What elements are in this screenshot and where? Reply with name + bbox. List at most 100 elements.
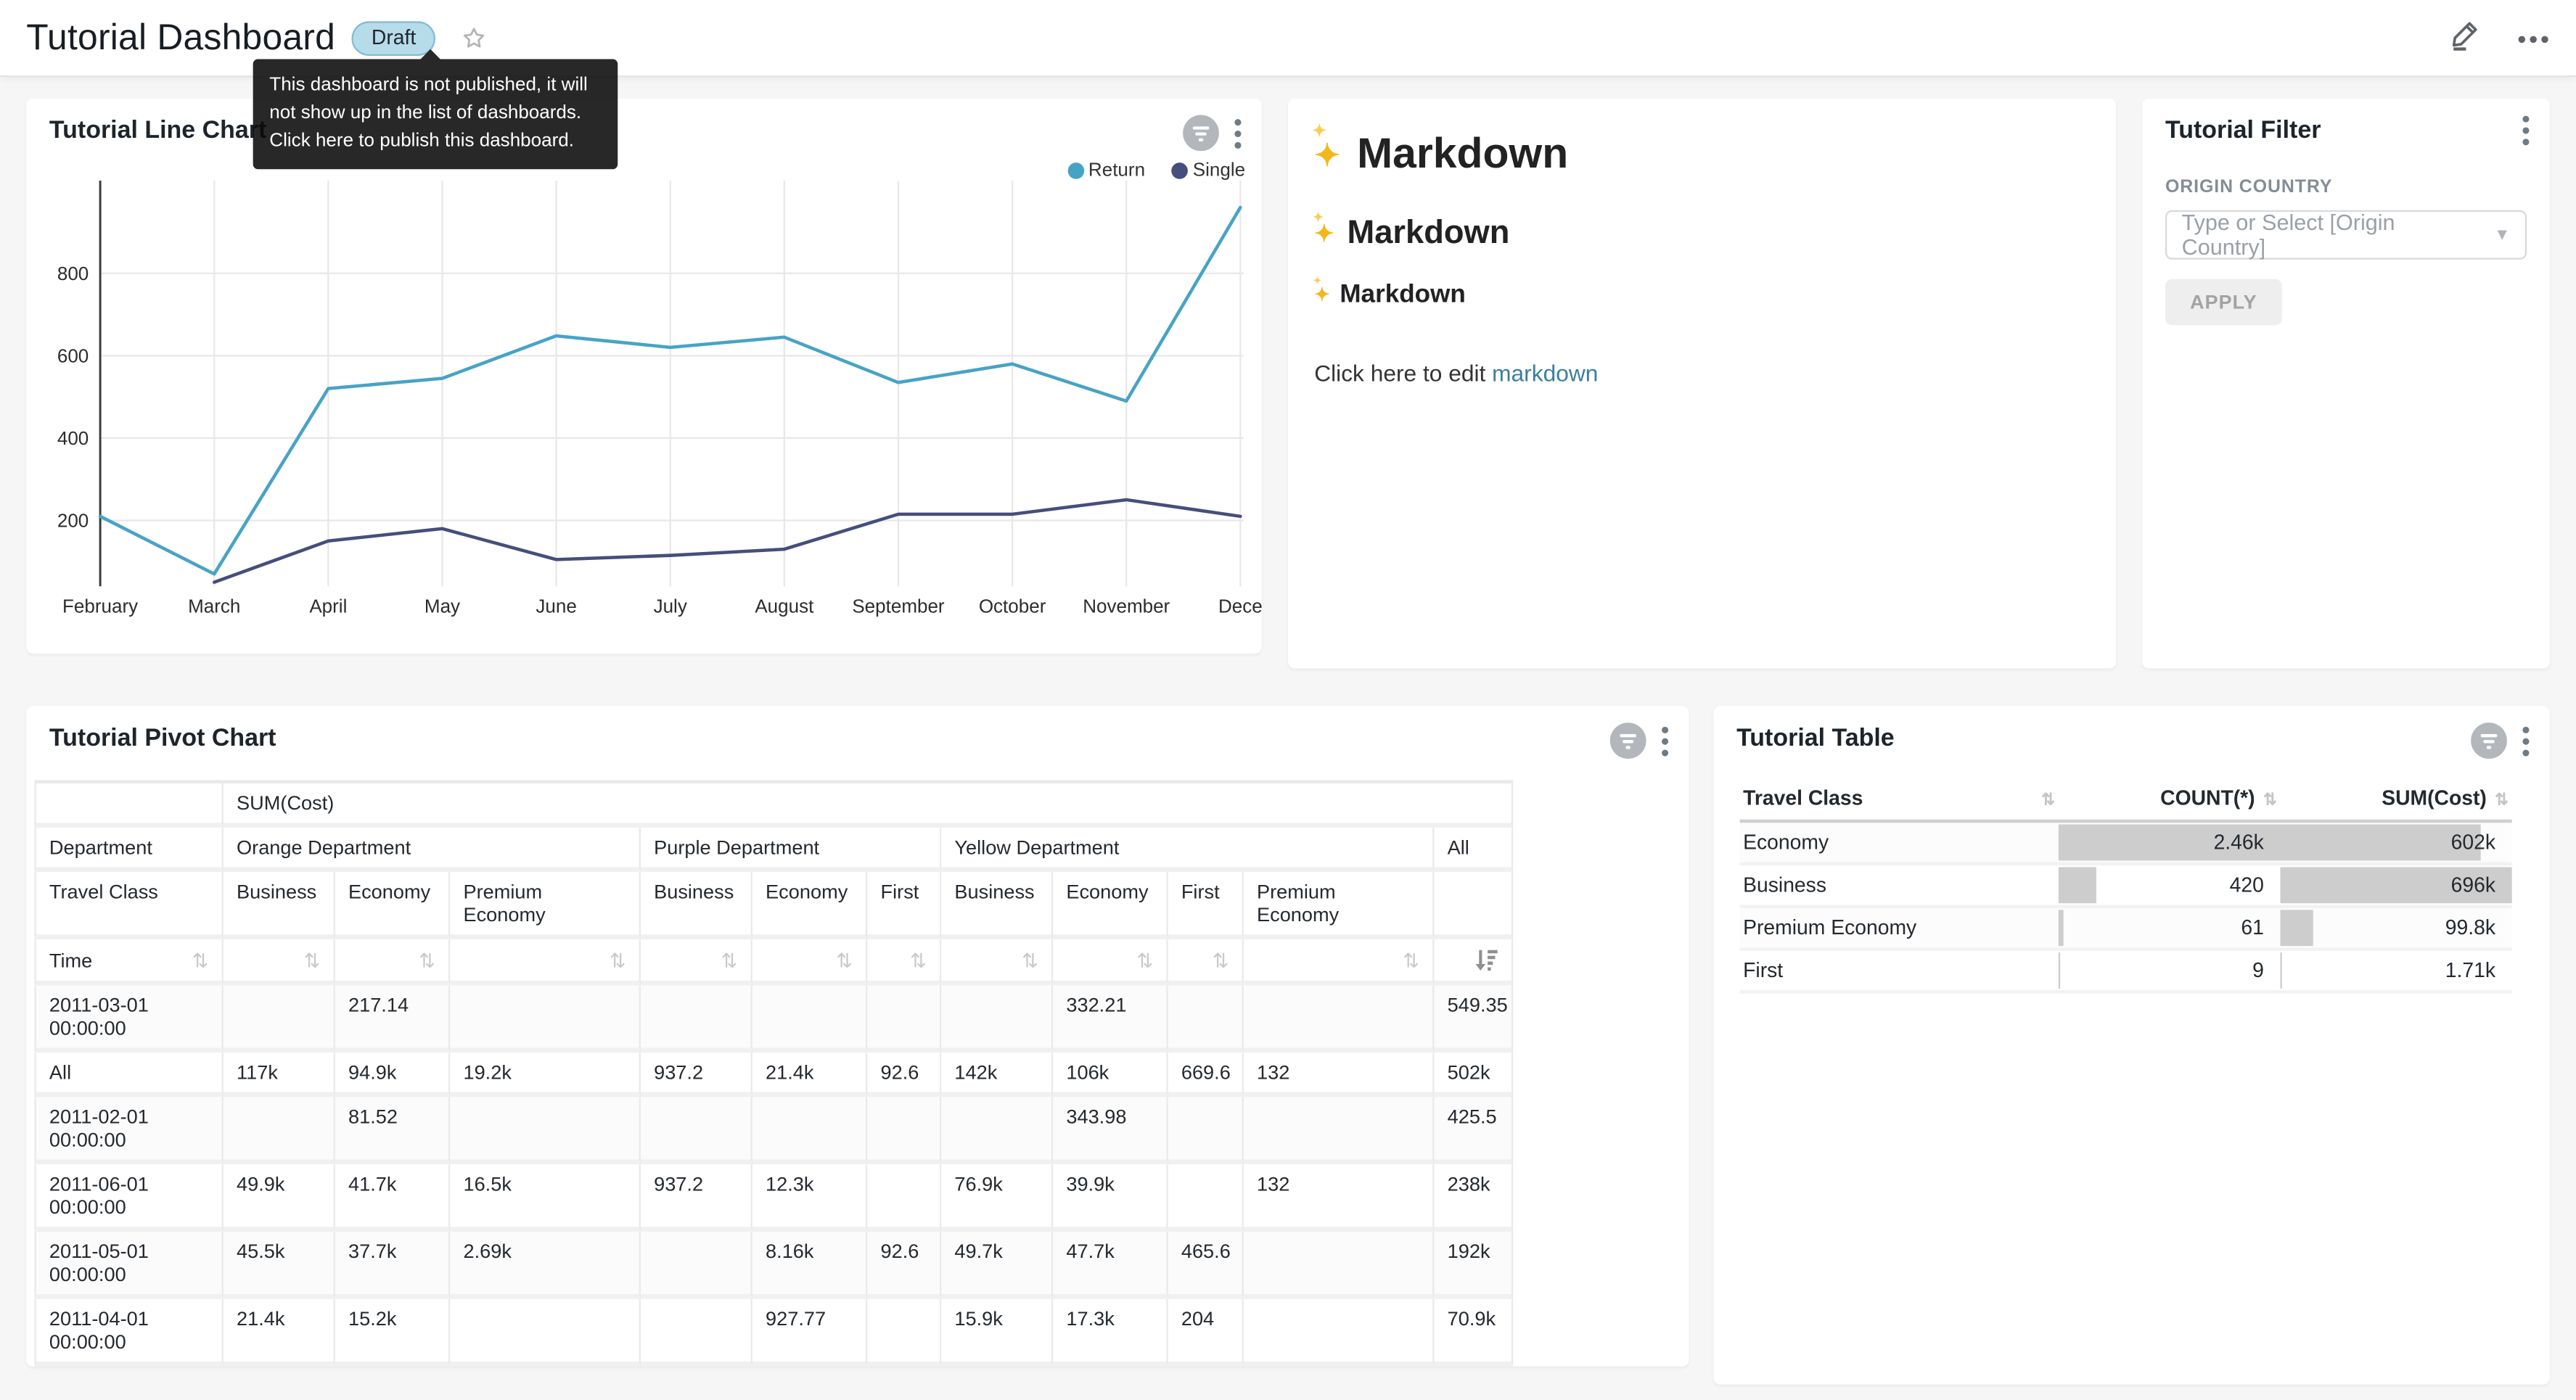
sparkles-icon: ✦ ✦: [1313, 276, 1330, 307]
pivot-class-header: First: [1168, 872, 1244, 940]
kebab-menu-icon[interactable]: [1234, 118, 1242, 157]
pivot-cell: 15.2k: [335, 1298, 451, 1367]
table-card-header: Tutorial Table: [1713, 707, 2549, 767]
pivot-row: 2011-02-01 00:00:00 81.52 343.98 425.5: [34, 1097, 1514, 1165]
markdown-edit-link[interactable]: markdown: [1492, 359, 1599, 387]
pivot-cell: 937.2: [640, 1053, 752, 1098]
pivot-cell: 16.5k: [450, 1164, 641, 1232]
pivot-sort-cell: ⇅: [752, 939, 868, 986]
pivot-group-header: Yellow Department: [941, 828, 1435, 873]
sort-icon[interactable]: ⇅: [1403, 948, 1420, 972]
svg-text:200: 200: [57, 510, 89, 532]
svg-text:May: May: [424, 595, 460, 617]
pivot-sort-cell: ⇅: [335, 939, 451, 986]
pivot-cell: 12.3k: [752, 1164, 868, 1232]
column-header-count[interactable]: COUNT(*) ⇅: [2058, 776, 2281, 823]
origin-country-select[interactable]: Type or Select [Origin Country] ▼: [2165, 210, 2527, 260]
pivot-row-label: 2011-05-01 00:00:00: [34, 1232, 223, 1299]
pivot-group-header: Orange Department: [223, 828, 641, 873]
edit-dashboard-icon[interactable]: [2450, 17, 2481, 59]
markdown-card[interactable]: ✦ ✦ Markdown ✦ ✦ Markdown ✦ ✦ Markdown Click h…: [1288, 98, 2117, 669]
pivot-row: All 117k 94.9k 19.2k 937.2 21.4k 92.6 142k 106k 6…: [34, 1053, 1514, 1098]
sort-icon[interactable]: ⇅: [192, 948, 209, 972]
pivot-cell: [867, 1097, 942, 1165]
pivot-cell: [752, 1097, 868, 1165]
sort-icon[interactable]: ⇅: [303, 948, 321, 972]
origin-country-label: ORIGIN COUNTRY: [2165, 177, 2333, 197]
draft-badge[interactable]: Draft: [351, 20, 436, 55]
svg-text:October: October: [979, 595, 1046, 617]
pivot-class-header: First: [867, 872, 942, 940]
sort-icon[interactable]: ⇅: [1212, 948, 1229, 972]
cell-sum-cost: 696k: [2280, 863, 2512, 909]
apply-button[interactable]: APPLY: [2165, 279, 2282, 326]
sort-icon[interactable]: ⇅: [836, 948, 853, 972]
pivot-row-label: 2011-06-01 00:00:00: [34, 1164, 223, 1232]
column-header-sum-cost[interactable]: SUM(Cost) ⇅: [2280, 776, 2512, 823]
kebab-menu-icon[interactable]: [2522, 115, 2530, 154]
publish-tooltip: This dashboard is not published, it will…: [253, 49, 618, 170]
sort-icon[interactable]: ⇅: [419, 948, 435, 972]
pivot-corner-cell: [34, 780, 223, 828]
pivot-cell: 425.5: [1434, 1097, 1514, 1165]
sort-icon[interactable]: ⇅: [910, 948, 927, 972]
pivot-cell: [640, 1298, 752, 1367]
pivot-class-header: Economy: [752, 872, 868, 940]
pivot-chart-card: Tutorial Pivot Chart SUM(Cost) Department…: [26, 706, 1689, 1367]
legend-item-single[interactable]: Single: [1171, 161, 1245, 181]
line-chart-plot: 200 400 600 800 February March April May June Jul…: [57, 181, 1262, 617]
sort-desc-icon[interactable]: [1474, 947, 1498, 972]
pivot-cell: 17.3k: [1053, 1298, 1168, 1367]
legend-dot: [1171, 162, 1188, 179]
pivot-cell: 21.4k: [752, 1053, 868, 1098]
legend-item-return[interactable]: Return: [1067, 161, 1145, 181]
data-table: Travel Class ⇅ COUNT(*) ⇅ SUM(Cost) ⇅ Economy 2…: [1713, 767, 2549, 994]
pivot-cell: 238k: [1434, 1164, 1514, 1232]
sort-icon[interactable]: ⇅: [609, 948, 626, 972]
pivot-cell: 94.9k: [335, 1053, 451, 1098]
star-icon[interactable]: [460, 24, 488, 52]
sum-bar: [2280, 952, 2281, 989]
cell-travel-class: Economy: [1739, 821, 2059, 866]
more-menu-icon[interactable]: [2516, 23, 2549, 53]
markdown-h3: ✦ ✦ Markdown: [1313, 276, 2090, 310]
pivot-sort-cell: ⇅: [1053, 939, 1168, 986]
pivot-cell: [640, 985, 752, 1053]
pivot-sort-cell: [1434, 939, 1514, 986]
pivot-cell: 117k: [223, 1053, 335, 1098]
page-title: Tutorial Dashboard: [26, 17, 335, 59]
pivot-cell: 70.9k: [1434, 1298, 1514, 1367]
pivot-row-label: 2011-02-01 00:00:00: [34, 1097, 223, 1165]
count-bar: [2058, 910, 2064, 947]
pivot-cell: [1168, 1097, 1244, 1165]
kebab-menu-icon[interactable]: [2522, 725, 2530, 765]
pivot-sort-cell: ⇅: [223, 939, 335, 986]
column-header-travel-class[interactable]: Travel Class ⇅: [1739, 776, 2059, 823]
svg-text:600: 600: [57, 345, 89, 366]
pivot-cell: 47.7k: [1053, 1232, 1168, 1299]
pivot-class-header: Economy: [335, 872, 451, 940]
pivot-cell: [1243, 1232, 1435, 1299]
line-chart-card: Tutorial Line Chart Return Single 200 400 6…: [26, 98, 1262, 654]
cell-sum-cost: 602k: [2280, 821, 2512, 866]
sort-icon[interactable]: ⇅: [1022, 948, 1038, 972]
pivot-cell: [752, 985, 868, 1053]
table-card: Tutorial Table Travel Class ⇅ COUNT(*) ⇅ SUM…: [1713, 706, 2550, 1385]
svg-text:June: June: [536, 595, 576, 617]
pivot-cell: 21.4k: [223, 1298, 335, 1367]
table-row: Business 420 696k: [1739, 863, 2512, 909]
pivot-cell: 142k: [941, 1053, 1054, 1098]
filter-indicator-icon[interactable]: [1609, 722, 1646, 767]
cell-travel-class: Business: [1739, 863, 2059, 909]
pivot-row-label: All: [34, 1053, 223, 1098]
filter-indicator-icon[interactable]: [1183, 115, 1219, 159]
filter-indicator-icon[interactable]: [2471, 722, 2507, 767]
kebab-menu-icon[interactable]: [1661, 725, 1669, 765]
pivot-cell: [450, 1298, 641, 1367]
sort-icon[interactable]: ⇅: [1136, 948, 1154, 972]
pivot-sort-cell: ⇅: [450, 939, 641, 986]
pivot-cell: [450, 1097, 641, 1165]
sparkles-icon: ✦ ✦: [1313, 209, 1334, 249]
filter-body: ORIGIN COUNTRY Type or Select [Origin Co…: [2142, 155, 2549, 326]
sort-icon[interactable]: ⇅: [721, 948, 738, 972]
